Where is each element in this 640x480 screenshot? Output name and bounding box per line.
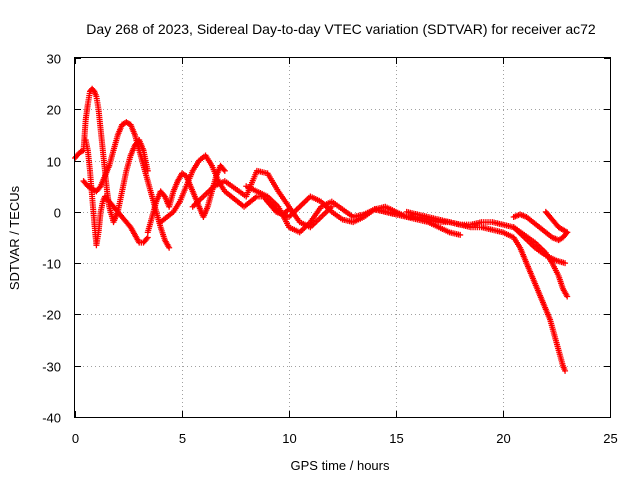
data-point [564,229,571,236]
data-point [143,235,150,242]
x-tick-label: 5 [179,431,186,446]
y-tick-label: -40 [42,411,61,426]
series-satellite-track-13 [542,208,571,236]
series-satellite-track-3 [82,137,151,249]
y-tick-label: -10 [42,257,61,272]
series-satellite-track-6 [189,167,335,231]
y-tick-label: -20 [42,308,61,323]
x-tick-label: 15 [389,431,403,446]
series-satellite-track-2 [80,119,173,251]
x-tick-label: 10 [282,431,296,446]
tick-labels: 0 5 10 15 20 25 -40 -30 -20 -10 0 10 20 30 [42,52,618,447]
y-tick-label: 30 [47,52,61,67]
data-point [328,203,335,210]
data-point [564,293,571,300]
data-point [562,367,569,374]
series-satellite-track-11 [510,224,571,300]
x-axis-label: GPS time / hours [291,458,390,473]
data-point [220,166,227,173]
series-satellite-track-10 [403,208,569,374]
data-point [562,260,569,267]
series-satellite-track-5 [157,152,292,226]
x-tick-label: 25 [603,431,617,446]
y-axis-label: SDTVAR / TECUs [7,185,22,290]
data-point [457,231,464,238]
y-tick-label: 10 [47,155,61,170]
data-point [221,167,228,174]
y-tick-label: 0 [54,206,61,221]
x-tick-label: 0 [72,431,79,446]
series-satellite-track-12 [510,211,571,244]
plot-frame [74,57,611,418]
data-point [144,234,151,241]
y-tick-label: 20 [47,103,61,118]
data-point [166,244,173,251]
data-marks [72,85,571,374]
x-tick-label: 20 [496,431,510,446]
chart-title: Day 268 of 2023, Sidereal Day-to-day VTE… [86,21,596,37]
series-satellite-track-9 [371,206,569,267]
y-tick-label: -30 [42,360,61,375]
